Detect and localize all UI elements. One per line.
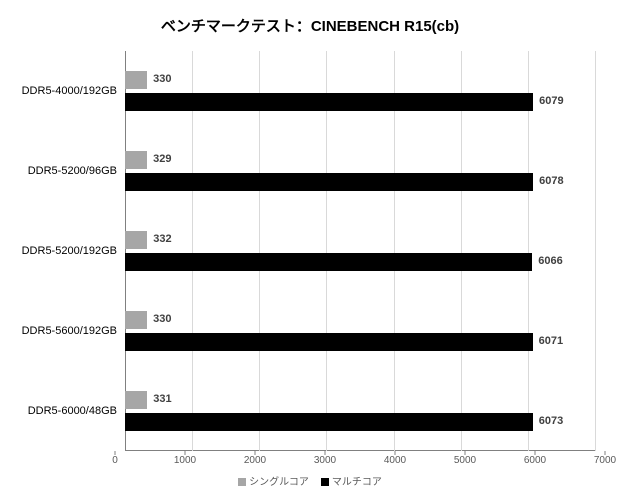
bar-value-label: 6071: [539, 335, 563, 347]
plot-area: DDR5-4000/192GB3306079DDR5-5200/96GB3296…: [125, 51, 595, 451]
legend: シングルコア マルチコア: [10, 473, 610, 488]
chart-title: ベンチマークテスト：CINEBENCH R15(cb): [10, 15, 610, 36]
bar-multi-core: [125, 93, 533, 111]
bar-multi-core: [125, 173, 533, 191]
bar-group: DDR5-4000/192GB3306079: [125, 51, 595, 131]
bar-group: DDR5-6000/48GB3316073: [125, 371, 595, 451]
bar-group: DDR5-5200/96GB3296078: [125, 131, 595, 211]
bar-value-label: 331: [153, 393, 171, 405]
legend-item: シングルコア: [238, 473, 309, 488]
bar-multi-core: [125, 253, 532, 271]
x-tick-label: 3000: [314, 455, 336, 466]
x-axis: 01000200030004000500060007000: [115, 451, 605, 471]
legend-swatch: [321, 478, 329, 486]
category-label: DDR5-5200/192GB: [22, 245, 117, 257]
legend-label: マルチコア: [332, 477, 382, 488]
x-tick-label: 0: [112, 455, 118, 466]
bar-single-core: [125, 231, 147, 249]
x-tick-label: 7000: [594, 455, 616, 466]
legend-label: シングルコア: [249, 477, 309, 488]
bar-value-label: 6079: [539, 95, 563, 107]
bar-single-core: [125, 151, 147, 169]
legend-item: マルチコア: [321, 473, 382, 488]
bar-single-core: [125, 71, 147, 89]
bar-multi-core: [125, 413, 533, 431]
x-tick-label: 4000: [384, 455, 406, 466]
legend-swatch: [238, 478, 246, 486]
bar-value-label: 330: [153, 313, 171, 325]
grid-line: [595, 51, 596, 451]
category-label: DDR5-6000/48GB: [28, 405, 117, 417]
x-tick-label: 6000: [524, 455, 546, 466]
bar-multi-core: [125, 333, 533, 351]
bar-group: DDR5-5200/192GB3326066: [125, 211, 595, 291]
bar-value-label: 6066: [538, 255, 562, 267]
bar-single-core: [125, 391, 147, 409]
bar-value-label: 332: [153, 233, 171, 245]
bar-group: DDR5-5600/192GB3306071: [125, 291, 595, 371]
category-label: DDR5-4000/192GB: [22, 85, 117, 97]
x-tick-label: 1000: [174, 455, 196, 466]
bar-single-core: [125, 311, 147, 329]
category-label: DDR5-5600/192GB: [22, 325, 117, 337]
bar-value-label: 330: [153, 73, 171, 85]
x-tick-label: 5000: [454, 455, 476, 466]
x-tick-label: 2000: [244, 455, 266, 466]
chart-container: ベンチマークテスト：CINEBENCH R15(cb) DDR5-4000/19…: [0, 0, 620, 500]
bar-value-label: 6078: [539, 175, 563, 187]
bar-value-label: 329: [153, 153, 171, 165]
category-label: DDR5-5200/96GB: [28, 165, 117, 177]
bar-value-label: 6073: [539, 415, 563, 427]
